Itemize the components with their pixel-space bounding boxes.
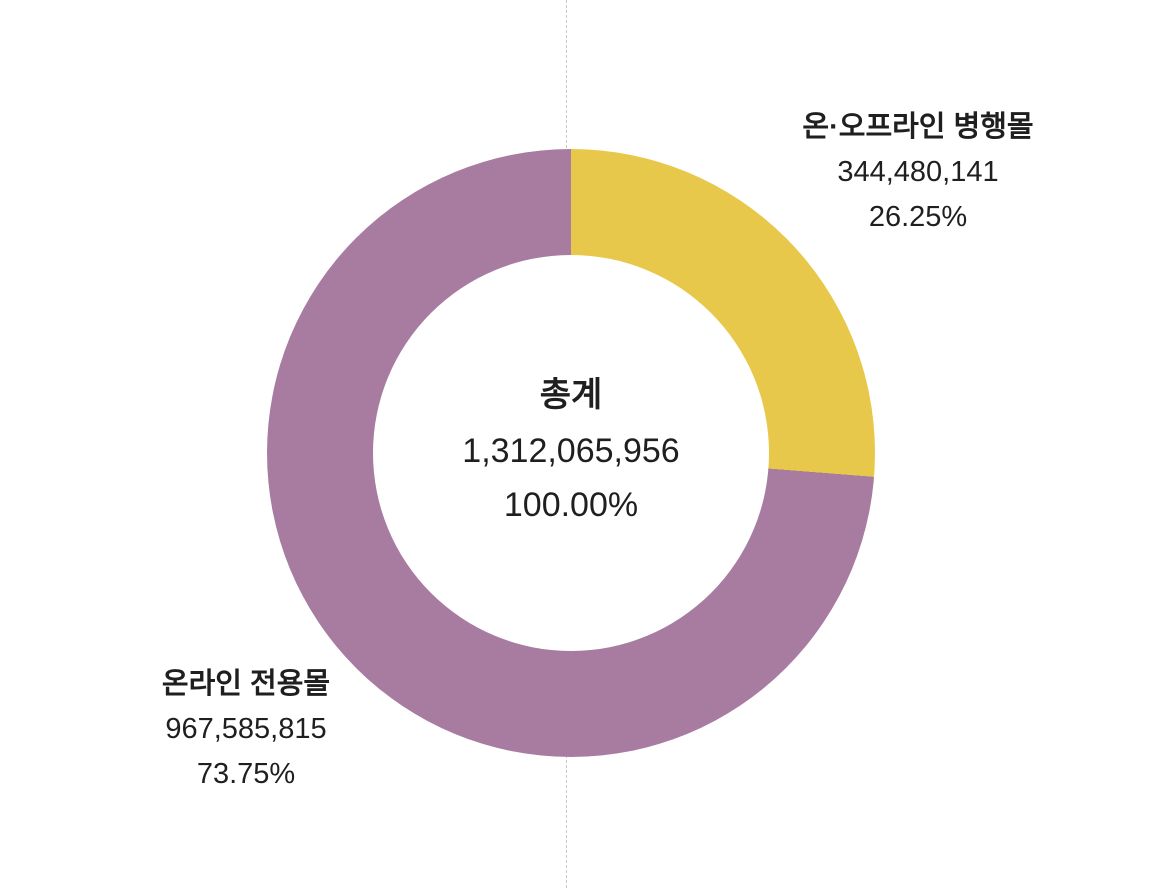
- slice-label-online-offline-mall: 온·오프라인 병행몰 344,480,141 26.25%: [762, 105, 1074, 240]
- total-title: 총계: [539, 376, 603, 414]
- slice-value: 344,480,141: [837, 156, 999, 188]
- slice-name: 온라인 전용몰: [161, 668, 331, 700]
- slice-label-online-only-mall: 온라인 전용몰 967,585,815 73.75%: [90, 662, 402, 797]
- donut-hole: [373, 255, 769, 651]
- donut-center-label: 총계 1,312,065,956 100.00%: [371, 366, 771, 532]
- slice-percent: 73.75%: [196, 758, 296, 790]
- slice-percent: 26.25%: [868, 201, 968, 233]
- total-percent: 100.00%: [503, 486, 639, 524]
- donut-ring: [267, 149, 875, 757]
- slice-name: 온·오프라인 병행몰: [802, 111, 1034, 143]
- total-value: 1,312,065,956: [462, 432, 680, 470]
- slice-value: 967,585,815: [165, 713, 327, 745]
